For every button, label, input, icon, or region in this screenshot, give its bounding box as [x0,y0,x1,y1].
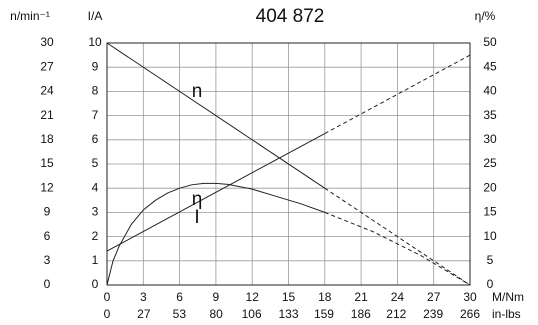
x-tick-label: 6 [176,290,183,304]
y-tick-label: 0 [92,277,99,291]
y-tick-label: 10 [483,229,497,243]
x-tick-label: 21 [354,290,368,304]
y-tick-label: 0 [44,277,51,291]
series-line [324,211,471,286]
y-tick-label: 18 [40,132,54,146]
x2-tick-label: 266 [460,307,480,321]
y-tick-label: 50 [483,35,497,49]
x2-axis-label: in-lbs [492,307,521,321]
y-tick-label: 2 [92,229,99,243]
y-tick-label: 15 [483,205,497,219]
y-tick-label: 21 [40,108,54,122]
y-tick-label: 9 [44,205,51,219]
y-tick-label: 12 [40,180,54,194]
series-line [324,187,471,286]
x2-tick-label: 53 [173,307,187,321]
x-tick-label: 30 [463,290,477,304]
y-tick-label: 3 [44,253,51,267]
y-tick-label: 5 [92,156,99,170]
y-tick-label: 6 [44,229,51,243]
x2-tick-label: 212 [386,307,406,321]
x2-tick-label: 133 [278,307,298,321]
y-tick-label: 1 [92,253,99,267]
y-tick-label: 45 [483,59,497,73]
x-tick-label: 15 [282,290,296,304]
x-tick-label: 0 [104,290,111,304]
y-tick-label: 27 [40,59,54,73]
y-tick-label: 0 [487,277,494,291]
y-tick-label: 5 [487,253,494,267]
y-tick-label: 3 [92,205,99,219]
x2-tick-label: 0 [104,307,111,321]
series-line [106,133,326,252]
plot-frame [106,42,471,286]
y-tick-label: 30 [40,35,54,49]
series-label: η [192,189,203,210]
x2-tick-label: 159 [314,307,334,321]
y-tick-label: 6 [92,132,99,146]
y-tick-label: 15 [40,156,54,170]
x-tick-label: 18 [318,290,332,304]
x2-tick-label: 239 [423,307,443,321]
y-tick-label: 30 [483,132,497,146]
y-tick-label: 7 [92,108,99,122]
x-axis-label: M/Nm [492,290,524,304]
axis-label: n/min⁻¹ [10,9,50,23]
x-tick-label: 12 [246,290,260,304]
y-tick-label: 20 [483,180,497,194]
y-tick-label: 24 [40,84,54,98]
y-tick-label: 4 [92,180,99,194]
series-line [106,182,325,286]
axis-label: η/% [475,9,496,23]
chart-title: 404 872 [256,6,325,27]
y-tick-label: 8 [92,84,99,98]
series-label: I [194,207,199,228]
series-label: n [192,81,203,102]
series-line [106,42,326,189]
x-tick-label: 24 [391,290,405,304]
y-tick-label: 40 [483,84,497,98]
y-tick-label: 25 [483,156,497,170]
x-tick-label: 27 [427,290,441,304]
x-tick-label: 9 [213,290,220,304]
x2-tick-label: 27 [137,307,151,321]
x-tick-label: 3 [140,290,147,304]
x2-tick-label: 80 [209,307,223,321]
axis-label: I/A [88,9,103,23]
x2-tick-label: 186 [351,307,371,321]
y-tick-label: 10 [88,35,102,49]
x2-tick-label: 106 [242,307,262,321]
y-tick-label: 35 [483,108,497,122]
y-tick-label: 9 [92,59,99,73]
